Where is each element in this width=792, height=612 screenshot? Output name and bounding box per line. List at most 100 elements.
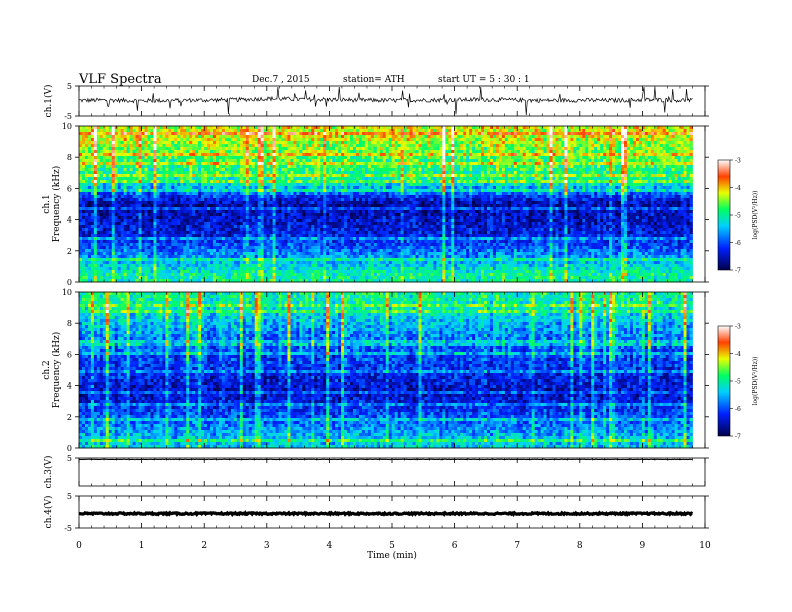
spectrogram-cell	[153, 180, 157, 184]
spectrogram-cell	[641, 135, 646, 139]
spectrogram-cell	[293, 129, 297, 133]
spectrogram-cell	[498, 162, 503, 166]
spectrogram-cell	[108, 189, 113, 193]
spectrogram-cell	[668, 159, 673, 163]
spectrogram-cell	[287, 153, 291, 157]
spectrogram-cell	[293, 138, 297, 142]
spectrogram-cell	[227, 126, 232, 130]
spectrogram-cell	[534, 135, 539, 139]
spectrogram-cell	[105, 183, 110, 187]
spectrogram-cell	[522, 189, 527, 193]
spectrogram-cell	[263, 129, 268, 133]
spectrogram-cell	[594, 168, 598, 172]
spectrogram-cell	[397, 144, 402, 148]
spectrogram-cell	[108, 126, 113, 130]
spectrogram-cell	[510, 174, 515, 178]
spectrogram-cell	[108, 156, 113, 160]
spectrogram-cell	[278, 129, 282, 133]
spectrogram-cell	[367, 129, 372, 133]
spectrogram-cell	[537, 126, 541, 130]
spectrogram-cell	[457, 129, 461, 133]
spectrogram-cell	[159, 144, 163, 148]
spectrogram-cell	[451, 150, 455, 154]
spectrogram-cell	[475, 171, 479, 175]
spectrogram-cell	[412, 147, 416, 151]
spectrogram-cell	[159, 165, 163, 169]
spectrogram-cell	[492, 162, 497, 166]
spectrogram-cell	[656, 129, 661, 133]
spectrogram-cell	[528, 150, 533, 154]
spectrogram-cell	[213, 138, 217, 142]
spectrogram-cell	[385, 132, 390, 136]
spectrogram-cell	[543, 174, 547, 178]
spectrogram-cell	[382, 192, 387, 196]
spectrogram-cell	[204, 126, 208, 130]
spectrogram-cell	[567, 189, 571, 193]
spectrogram-cell	[352, 195, 357, 199]
spectrogram-cell	[555, 174, 559, 178]
spectrogram-cell	[81, 174, 86, 178]
spectrogram-cell	[230, 147, 235, 151]
spectrogram-cell	[120, 159, 125, 163]
spectrogram-cell	[305, 162, 309, 166]
spectrogram-cell	[472, 129, 476, 133]
spectrogram-cell	[478, 132, 482, 136]
spectrogram-cell	[165, 147, 169, 151]
spectrogram-cell	[239, 147, 244, 151]
spectrogram-cell	[224, 156, 229, 160]
spectrogram-cell	[612, 159, 616, 163]
spectrogram-cell	[329, 156, 333, 160]
spectrogram-cell	[409, 192, 413, 196]
spectrogram-cell	[659, 132, 664, 136]
spectrogram-cell	[665, 183, 670, 187]
spectrogram-cell	[501, 159, 506, 163]
spectrogram-cell	[579, 180, 583, 184]
spectrogram-cell	[665, 180, 670, 184]
spectrogram-cell	[510, 135, 515, 139]
spectrogram-cell	[162, 141, 166, 145]
spectrogram-cell	[594, 177, 598, 181]
spectrogram-cell	[376, 156, 381, 160]
spectrogram-cell	[552, 165, 556, 169]
spectrogram-cell	[686, 189, 690, 193]
spectrogram-cell	[558, 156, 562, 160]
spectrogram-cell	[87, 162, 92, 166]
spectrogram-cell	[117, 174, 122, 178]
spectrogram-cell	[370, 126, 375, 130]
spectrogram-cell	[531, 171, 536, 175]
spectrogram-cell	[531, 177, 536, 181]
spectrogram-cell	[546, 162, 550, 166]
spectrogram-cell	[591, 162, 595, 166]
spectrogram-cell	[671, 147, 676, 151]
spectrogram-cell	[558, 147, 562, 151]
spectrogram-cell	[96, 144, 101, 148]
spectrogram-cell	[308, 162, 312, 166]
spectrogram-cell	[138, 186, 142, 190]
spectrogram-cell	[272, 186, 276, 190]
spectrogram-cell	[186, 180, 190, 184]
spectrogram-cell	[165, 132, 169, 136]
spectrogram-cell	[317, 132, 321, 136]
spectrogram-cell	[114, 144, 119, 148]
spectrogram-cell	[549, 183, 553, 187]
spectrogram-cell	[442, 177, 446, 181]
spectrogram-cell	[311, 174, 315, 178]
spectrogram-cell	[412, 141, 416, 145]
spectrogram-cell	[668, 156, 673, 160]
spectrogram-cell	[135, 126, 139, 130]
spectrogram-cell	[388, 186, 393, 190]
spectrogram-cell	[626, 174, 631, 178]
spectrogram-cell	[320, 189, 324, 193]
spectrogram-cell	[248, 162, 253, 166]
spectrogram-cell	[138, 135, 142, 139]
spectrogram-cell	[597, 183, 601, 187]
spectrogram-cell	[618, 129, 622, 133]
spectrogram-cell	[186, 195, 190, 199]
spectrogram-cell	[150, 156, 154, 160]
spectrogram-cell	[603, 141, 607, 145]
spectrogram-cell	[522, 141, 527, 145]
spectrogram-cell	[266, 159, 270, 163]
spectrogram-cell	[659, 159, 664, 163]
spectrogram-cell	[519, 192, 524, 196]
spectrogram-cell	[495, 147, 500, 151]
